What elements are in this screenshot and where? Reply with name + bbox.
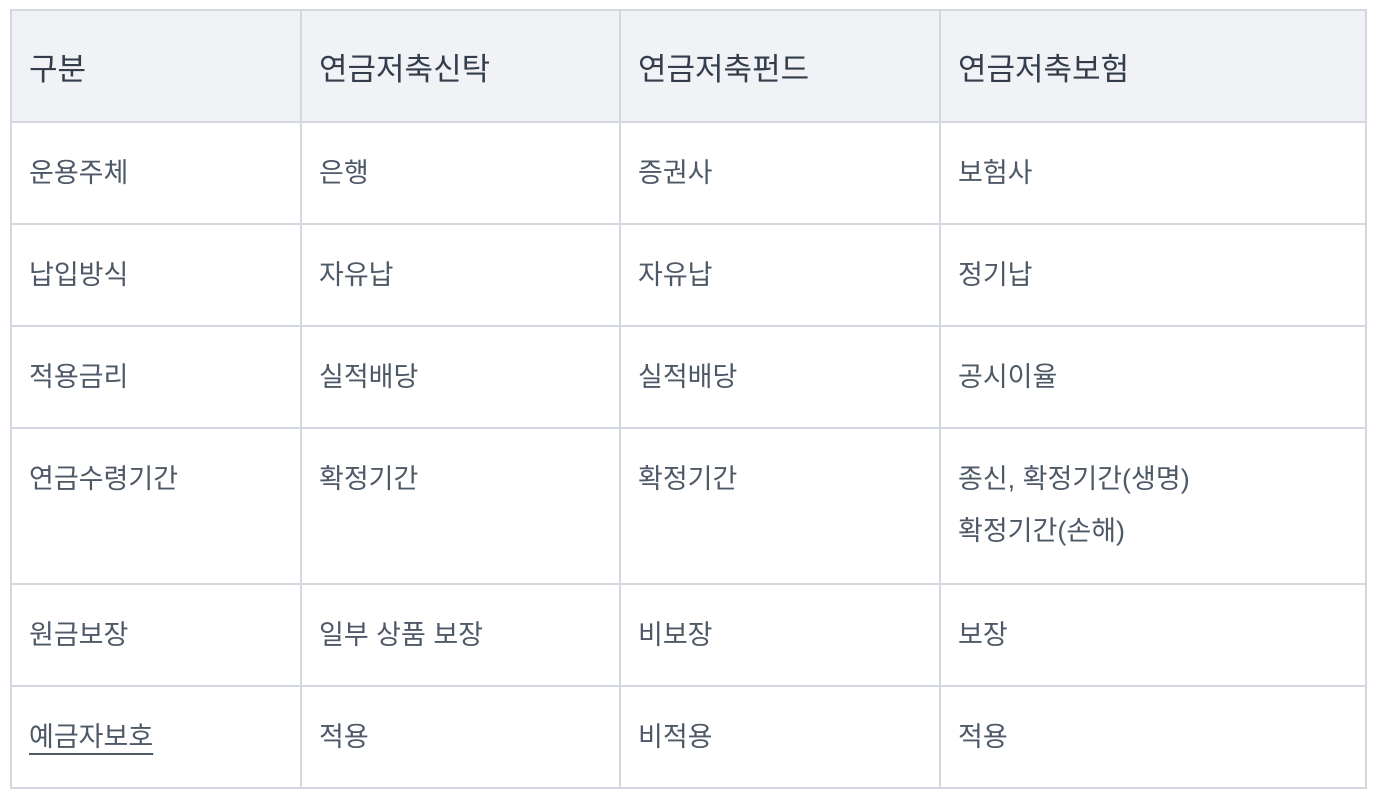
row-label: 운용주체 xyxy=(10,121,302,225)
pension-savings-comparison-table: 구분 연금저축신탁 연금저축펀드 연금저축보험 운용주체 은행 증권사 보험사 … xyxy=(10,9,1367,789)
cell: 확정기간 xyxy=(619,427,941,585)
row-label: 원금보장 xyxy=(10,583,302,687)
header-row: 구분 연금저축신탁 연금저축펀드 연금저축보험 xyxy=(10,9,1367,123)
cell: 종신, 확정기간(생명) 확정기간(손해) xyxy=(939,427,1367,585)
header-trust: 연금저축신탁 xyxy=(300,9,621,123)
cell: 증권사 xyxy=(619,121,941,225)
cell: 실적배당 xyxy=(619,325,941,429)
cell: 보험사 xyxy=(939,121,1367,225)
table-row: 원금보장 일부 상품 보장 비보장 보장 xyxy=(10,583,1367,687)
cell: 정기납 xyxy=(939,223,1367,327)
table-row: 연금수령기간 확정기간 확정기간 종신, 확정기간(생명) 확정기간(손해) xyxy=(10,427,1367,585)
cell: 적용 xyxy=(300,685,621,789)
cell: 비적용 xyxy=(619,685,941,789)
row-label: 납입방식 xyxy=(10,223,302,327)
cell: 은행 xyxy=(300,121,621,225)
cell: 확정기간 xyxy=(300,427,621,585)
header-category: 구분 xyxy=(10,9,302,123)
deposit-protection-link[interactable]: 예금자보호 xyxy=(29,722,154,752)
header-fund: 연금저축펀드 xyxy=(619,9,941,123)
cell: 적용 xyxy=(939,685,1367,789)
table-row: 예금자보호 적용 비적용 적용 xyxy=(10,685,1367,789)
table-row: 적용금리 실적배당 실적배당 공시이율 xyxy=(10,325,1367,429)
cell: 공시이율 xyxy=(939,325,1367,429)
row-label: 연금수령기간 xyxy=(10,427,302,585)
cell: 자유납 xyxy=(619,223,941,327)
cell-line: 종신, 확정기간(생명) xyxy=(958,464,1190,494)
table-row: 납입방식 자유납 자유납 정기납 xyxy=(10,223,1367,327)
table-row: 운용주체 은행 증권사 보험사 xyxy=(10,121,1367,225)
header-insurance: 연금저축보험 xyxy=(939,9,1367,123)
row-label: 예금자보호 xyxy=(10,685,302,789)
cell: 실적배당 xyxy=(300,325,621,429)
cell: 비보장 xyxy=(619,583,941,687)
cell-line: 확정기간(손해) xyxy=(958,516,1126,546)
cell: 일부 상품 보장 xyxy=(300,583,621,687)
row-label: 적용금리 xyxy=(10,325,302,429)
cell: 자유납 xyxy=(300,223,621,327)
cell: 보장 xyxy=(939,583,1367,687)
